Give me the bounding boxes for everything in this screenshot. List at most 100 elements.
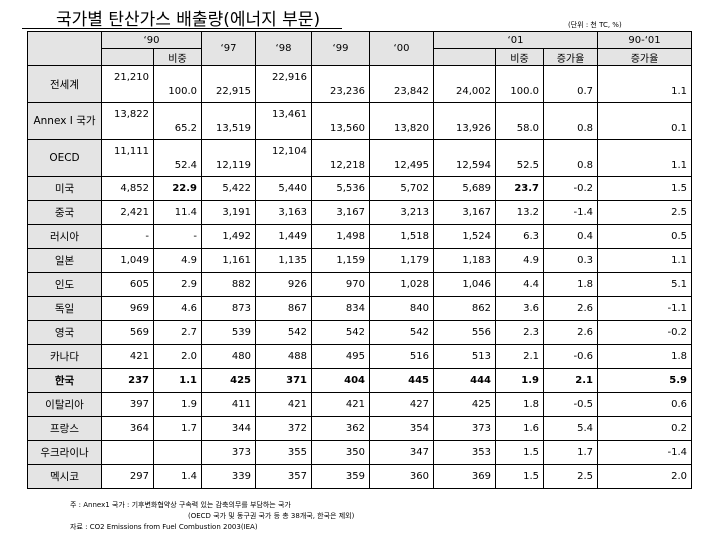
cell-growth-1990-2001: 5.9	[597, 368, 693, 393]
header-corner	[27, 31, 102, 66]
cell-value-1997: 480	[201, 344, 256, 369]
cell-value-1997: 5,422	[201, 176, 256, 201]
table-row: 전세계 21,210 100.0 22,915 22,916 23,236 23,842 24…	[27, 65, 693, 103]
cell-value-2000: 13,820	[369, 102, 434, 140]
row-label: 영국	[27, 320, 102, 345]
cell-value-1997: 539	[201, 320, 256, 345]
cell-share-1990	[153, 440, 202, 465]
row-label: 인도	[27, 272, 102, 297]
cell-value-2000: 1,179	[369, 248, 434, 273]
cell-growth-2001: 0.8	[542, 102, 599, 140]
cell-value-2001: 1,046	[433, 272, 496, 297]
cell-value-2000: 1,028	[369, 272, 434, 297]
cell-value-2001: 24,002	[433, 65, 496, 103]
cell-value-2001: 1,524	[433, 224, 496, 249]
cell-share-2001: 1.9	[495, 368, 544, 393]
cell-value-1997: 339	[201, 464, 256, 489]
cell-share-2001: 2.3	[495, 320, 544, 345]
cell-share-2001: 3.6	[495, 296, 544, 321]
cell-value-2000: 542	[369, 320, 434, 345]
cell-growth-2001: -0.5	[542, 392, 599, 417]
footnotes: 주 : Annex1 국가 : 기후변화협약상 구속력 있는 감축의무를 부담하…	[70, 500, 354, 533]
row-label: 전세계	[27, 65, 102, 103]
header-1990-share: 비중	[153, 48, 202, 66]
cell-growth-1990-2001: 1.1	[597, 139, 693, 177]
row-label: 카나다	[27, 344, 102, 369]
cell-growth-2001: 1.7	[542, 440, 599, 465]
cell-growth-1990-2001: 1.1	[597, 248, 693, 273]
cell-value-2001: 12,594	[433, 139, 496, 177]
cell-value-1997: 3,191	[201, 200, 256, 225]
header-2001-share: 비중	[495, 48, 544, 66]
cell-value-1999: 1,498	[311, 224, 370, 249]
cell-share-1990: 52.4	[153, 139, 202, 177]
cell-value-2000: 516	[369, 344, 434, 369]
cell-share-1990: 2.9	[153, 272, 202, 297]
cell-value-1990	[101, 440, 154, 465]
cell-growth-1990-2001: -1.1	[597, 296, 693, 321]
cell-value-1998: 372	[255, 416, 312, 441]
cell-value-1998: 12,104	[255, 139, 312, 177]
cell-value-1990: 4,852	[101, 176, 154, 201]
cell-share-1990: 2.0	[153, 344, 202, 369]
row-label: 러시아	[27, 224, 102, 249]
cell-growth-1990-2001: 0.1	[597, 102, 693, 140]
page-title: 국가별 탄산가스 배출량(에너지 부문)	[56, 10, 321, 30]
cell-value-1998: 357	[255, 464, 312, 489]
cell-growth-2001: 2.5	[542, 464, 599, 489]
cell-value-1998: 355	[255, 440, 312, 465]
cell-growth-2001: 1.8	[542, 272, 599, 297]
row-label: 독일	[27, 296, 102, 321]
cell-value-1997: 873	[201, 296, 256, 321]
cell-share-1990: 65.2	[153, 102, 202, 140]
row-label: 멕시코	[27, 464, 102, 489]
cell-value-2001: 13,926	[433, 102, 496, 140]
table-row: 이탈리아 397 1.9 411 421 421 427 425 1.8 -0.5 0.6	[27, 392, 693, 417]
cell-share-2001: 4.4	[495, 272, 544, 297]
cell-value-1990: 397	[101, 392, 154, 417]
cell-value-1998: 5,440	[255, 176, 312, 201]
cell-value-1999: 359	[311, 464, 370, 489]
cell-share-2001: 100.0	[495, 65, 544, 103]
cell-value-1990: -	[101, 224, 154, 249]
row-label: 미국	[27, 176, 102, 201]
cell-value-2001: 556	[433, 320, 496, 345]
header-1990-value	[101, 48, 154, 66]
cell-value-2001: 425	[433, 392, 496, 417]
cell-share-2001: 1.6	[495, 416, 544, 441]
cell-growth-1990-2001: 0.6	[597, 392, 693, 417]
cell-growth-1990-2001: 5.1	[597, 272, 693, 297]
cell-value-2000: 1,518	[369, 224, 434, 249]
cell-share-2001: 1.5	[495, 464, 544, 489]
row-label: OECD	[27, 139, 102, 177]
cell-growth-2001: 2.1	[542, 368, 599, 393]
header-2000: ‘00	[369, 31, 434, 66]
table-row: 러시아 - -1,492 1,449 1,498 1,518 1,524 6.3 0.4 0.5	[27, 224, 693, 249]
cell-value-1999: 13,560	[311, 102, 370, 140]
cell-value-1990: 297	[101, 464, 154, 489]
emissions-table: ‘90 ‘97 ‘98 ‘99 ‘00 ‘01 90-‘01 비중 비중 증가율…	[27, 31, 693, 489]
cell-growth-1990-2001: 2.0	[597, 464, 693, 489]
cell-value-2000: 23,842	[369, 65, 434, 103]
table-row: 미국 4,852 22.9 5,422 5,440 5,536 5,702 5,689 23.7…	[27, 176, 693, 201]
cell-value-1998: 542	[255, 320, 312, 345]
cell-growth-2001: 0.7	[542, 65, 599, 103]
cell-share-1990: 1.7	[153, 416, 202, 441]
cell-growth-1990-2001: 1.8	[597, 344, 693, 369]
header-1990: ‘90	[101, 31, 202, 49]
cell-value-1998: 926	[255, 272, 312, 297]
cell-growth-1990-2001: 2.5	[597, 200, 693, 225]
cell-value-2001: 5,689	[433, 176, 496, 201]
row-label: 한국	[27, 368, 102, 393]
cell-value-1999: 495	[311, 344, 370, 369]
cell-value-1999: 3,167	[311, 200, 370, 225]
cell-growth-1990-2001: 1.1	[597, 65, 693, 103]
cell-value-1997: 373	[201, 440, 256, 465]
cell-value-1999: 350	[311, 440, 370, 465]
row-label: 프랑스	[27, 416, 102, 441]
cell-value-1998: 488	[255, 344, 312, 369]
cell-value-1999: 404	[311, 368, 370, 393]
cell-share-1990: 11.4	[153, 200, 202, 225]
cell-share-2001: 13.2	[495, 200, 544, 225]
cell-growth-1990-2001: -0.2	[597, 320, 693, 345]
